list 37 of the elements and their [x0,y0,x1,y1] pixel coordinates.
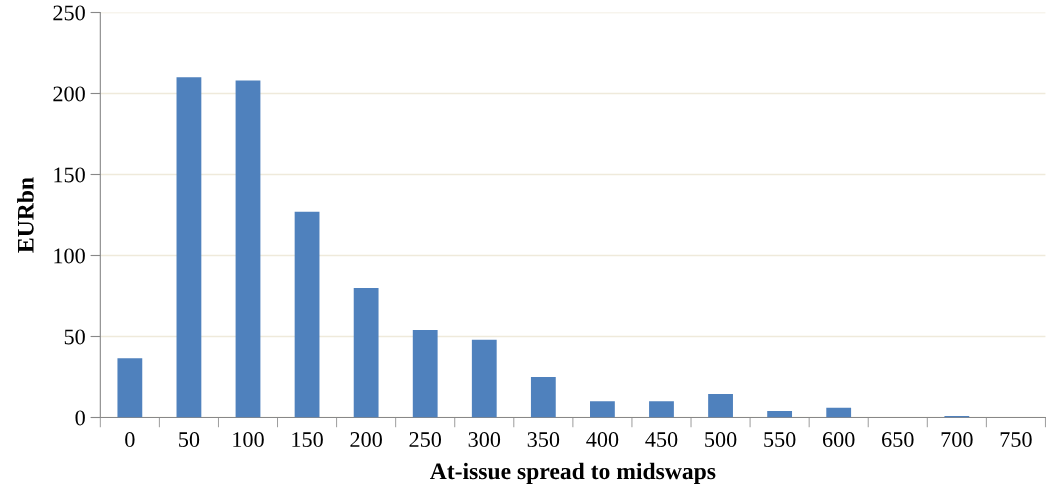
x-tick-label: 250 [409,432,442,448]
bar [530,377,556,418]
x-tick-label: 150 [292,432,323,448]
x-axis-title: At-issue spread to midswaps [430,462,716,485]
x-tick-label: 500 [705,432,737,448]
x-tick-label: 300 [468,432,501,448]
bar [826,407,852,418]
bar [471,339,497,418]
x-tick-label: 0 [125,432,135,448]
x-tick-label: 100 [233,432,264,448]
bar [176,77,202,418]
x-tick-label: 350 [527,432,560,448]
bar [117,358,143,418]
bar [412,330,438,418]
y-tick-label: 100 [54,248,85,264]
bar [708,394,733,418]
y-tick-label: 50 [64,329,85,345]
y-tick-label: 250 [53,5,85,21]
bar [590,401,615,418]
x-tick-label: 50 [179,432,200,448]
y-tick-label: 150 [54,167,85,183]
bar [649,401,674,418]
x-tick-label: 700 [941,432,973,448]
x-tick-label: 400 [586,432,619,448]
bar [294,211,320,418]
x-tick-label: 750 [1000,432,1032,448]
bar [767,411,793,418]
y-tick-label: 0 [75,410,85,426]
x-tick-label: 550 [764,432,796,448]
y-axis-title: EURbn [17,177,34,253]
bar [353,287,379,418]
bar [235,80,261,418]
x-tick-label: 200 [350,432,382,448]
x-tick-label: 650 [882,432,914,448]
x-tick-label: 450 [645,432,678,448]
x-tick-label: 600 [822,432,855,448]
y-tick-label: 200 [53,86,85,102]
